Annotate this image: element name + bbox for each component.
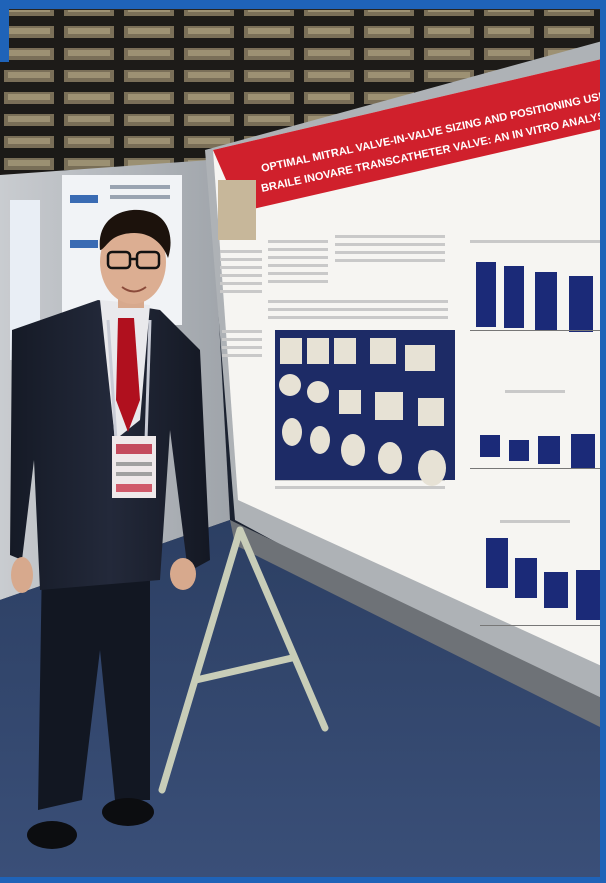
poster-chart-2 bbox=[470, 390, 600, 469]
chart2-bar-2 bbox=[509, 440, 529, 461]
ceiling-panels bbox=[0, 10, 606, 175]
right-shoe bbox=[102, 798, 154, 826]
chart1-bar-1 bbox=[476, 262, 496, 327]
chart2-bar-4 bbox=[571, 434, 595, 468]
chart3-bar-4 bbox=[576, 570, 602, 620]
face bbox=[100, 220, 166, 304]
poster-logo bbox=[218, 180, 256, 240]
chart3-bar-2 bbox=[515, 558, 537, 598]
chart1-bar-2 bbox=[504, 266, 524, 328]
chart2-bar-1 bbox=[480, 435, 500, 457]
chart3-bar-1 bbox=[486, 538, 508, 588]
poster-chart-3 bbox=[480, 520, 605, 626]
hair bbox=[99, 209, 171, 258]
suit-jacket bbox=[10, 300, 210, 590]
chart2-bar-3 bbox=[538, 436, 560, 464]
presenter bbox=[10, 209, 210, 849]
glasses bbox=[106, 250, 161, 270]
chart1-bar-3 bbox=[535, 272, 557, 330]
left-shoe bbox=[27, 821, 77, 849]
carpet bbox=[0, 520, 606, 877]
right-hand bbox=[170, 558, 196, 590]
poster-header bbox=[213, 58, 606, 212]
smile bbox=[121, 286, 147, 293]
frame-border-bottom bbox=[0, 877, 606, 883]
left-hand bbox=[11, 557, 33, 593]
chart3-bar-3 bbox=[544, 572, 568, 608]
trousers bbox=[38, 560, 150, 810]
red-tie bbox=[116, 318, 140, 432]
frame-border-top bbox=[0, 0, 606, 9]
chart1-bar-4 bbox=[569, 276, 593, 332]
partition-base bbox=[230, 520, 606, 730]
poster-chart-1 bbox=[470, 240, 600, 332]
valve-images bbox=[279, 338, 446, 486]
frame-border-right bbox=[600, 0, 606, 883]
easel-stand bbox=[158, 526, 329, 794]
frame-border-left bbox=[0, 0, 9, 62]
